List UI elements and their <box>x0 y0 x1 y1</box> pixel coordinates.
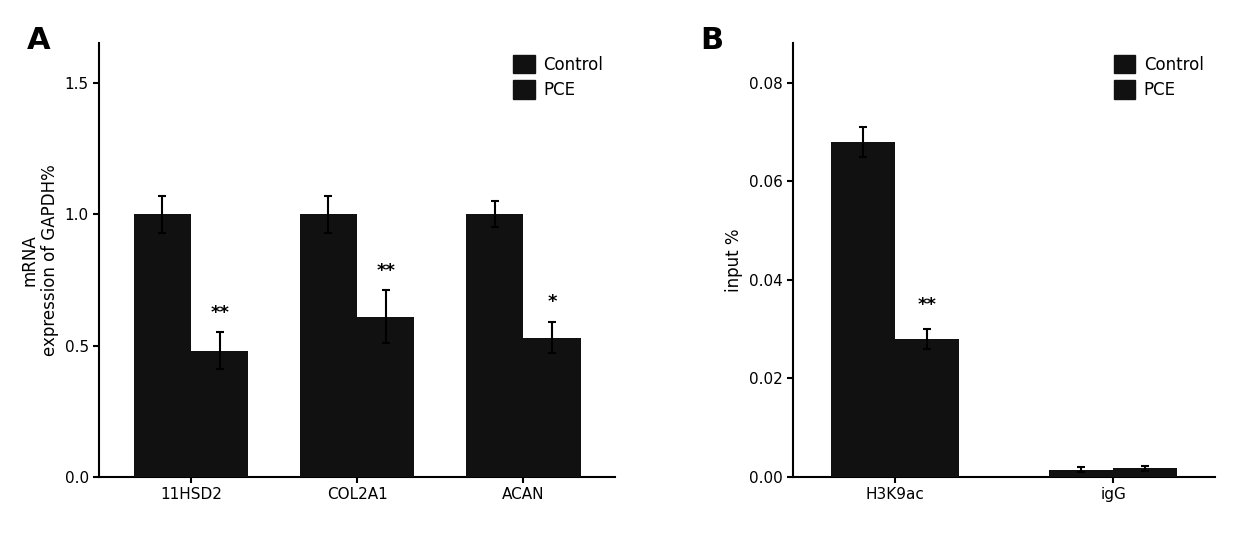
Y-axis label: input %: input % <box>725 228 743 292</box>
Bar <box>1049 469 1114 477</box>
Text: **: ** <box>376 262 396 280</box>
Y-axis label: mRNA
expression of GAPDH%: mRNA expression of GAPDH% <box>20 164 60 356</box>
Bar <box>191 351 248 477</box>
Text: *: * <box>547 293 557 312</box>
Bar <box>832 142 895 477</box>
Bar <box>895 339 959 477</box>
Text: B: B <box>701 26 723 55</box>
Text: **: ** <box>211 304 229 322</box>
Text: A: A <box>27 26 51 55</box>
Bar <box>300 214 357 477</box>
Bar <box>357 317 414 477</box>
Bar <box>466 214 523 477</box>
Legend: Control, PCE: Control, PCE <box>510 51 606 102</box>
Bar <box>523 338 580 477</box>
Text: **: ** <box>918 296 936 314</box>
Bar <box>134 214 191 477</box>
Legend: Control, PCE: Control, PCE <box>1110 51 1207 102</box>
Bar <box>1114 468 1177 477</box>
